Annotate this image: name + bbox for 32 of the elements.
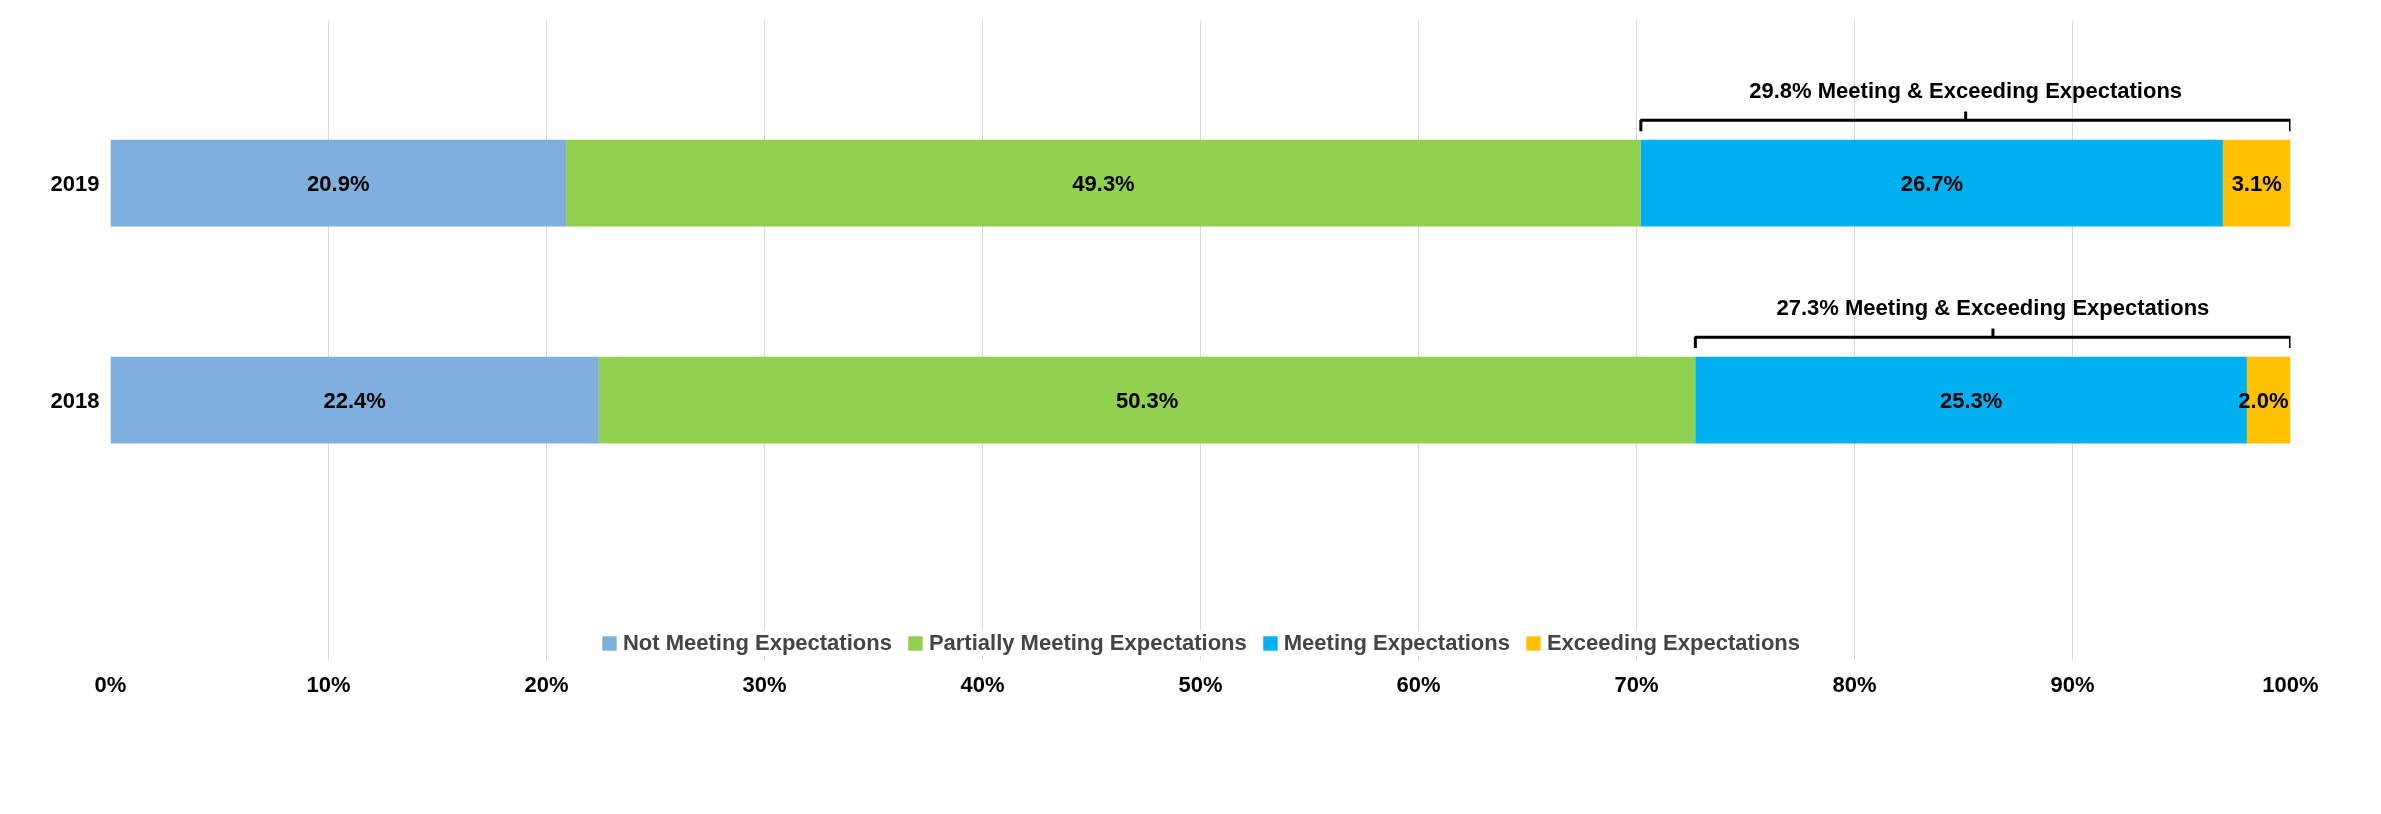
legend-label: Meeting Expectations [1283,630,1510,656]
x-tick-label: 100% [2262,671,2319,697]
bar [566,139,1641,227]
legend-label: Not Meeting Expectations [622,630,892,656]
bar [598,356,1696,444]
bar [110,356,599,444]
annotation: 29.8% Meeting & Exceeding Expectations [1749,77,2183,103]
x-tick-label: 70% [1614,671,1659,697]
x-tick-label: 40% [960,671,1005,697]
bar [110,139,567,227]
x-tick-label: 60% [1396,671,1441,697]
data-label: 49.3% [1072,170,1135,196]
data-label: 50.3% [1115,387,1179,413]
x-tick-label: 30% [742,671,787,697]
bar [2222,139,2291,227]
legend-label: Partially Meeting Expectations [928,630,1247,656]
data-label: 25.3% [1939,387,2003,413]
x-tick-label: 90% [2050,671,2095,697]
data-label: 26.7% [1900,170,1964,196]
x-tick-label: 80% [1832,671,1877,697]
x-tick-label: 50% [1178,671,1223,697]
y-tick-label: 2019 [50,170,100,196]
legend-label: Exceeding Expectations [1546,630,1801,656]
data-label: 22.4% [323,387,386,413]
data-label: 3.1% [2231,170,2282,196]
x-tick-label: 0% [94,671,127,697]
annotation: 27.3% Meeting & Exceeding Expectations [1776,294,2210,320]
data-label: 20.9% [307,170,370,196]
x-tick-label: 10% [306,671,351,697]
y-tick-label: 2018 [50,387,100,413]
x-tick-label: 20% [524,671,569,697]
bar [1640,139,2223,227]
